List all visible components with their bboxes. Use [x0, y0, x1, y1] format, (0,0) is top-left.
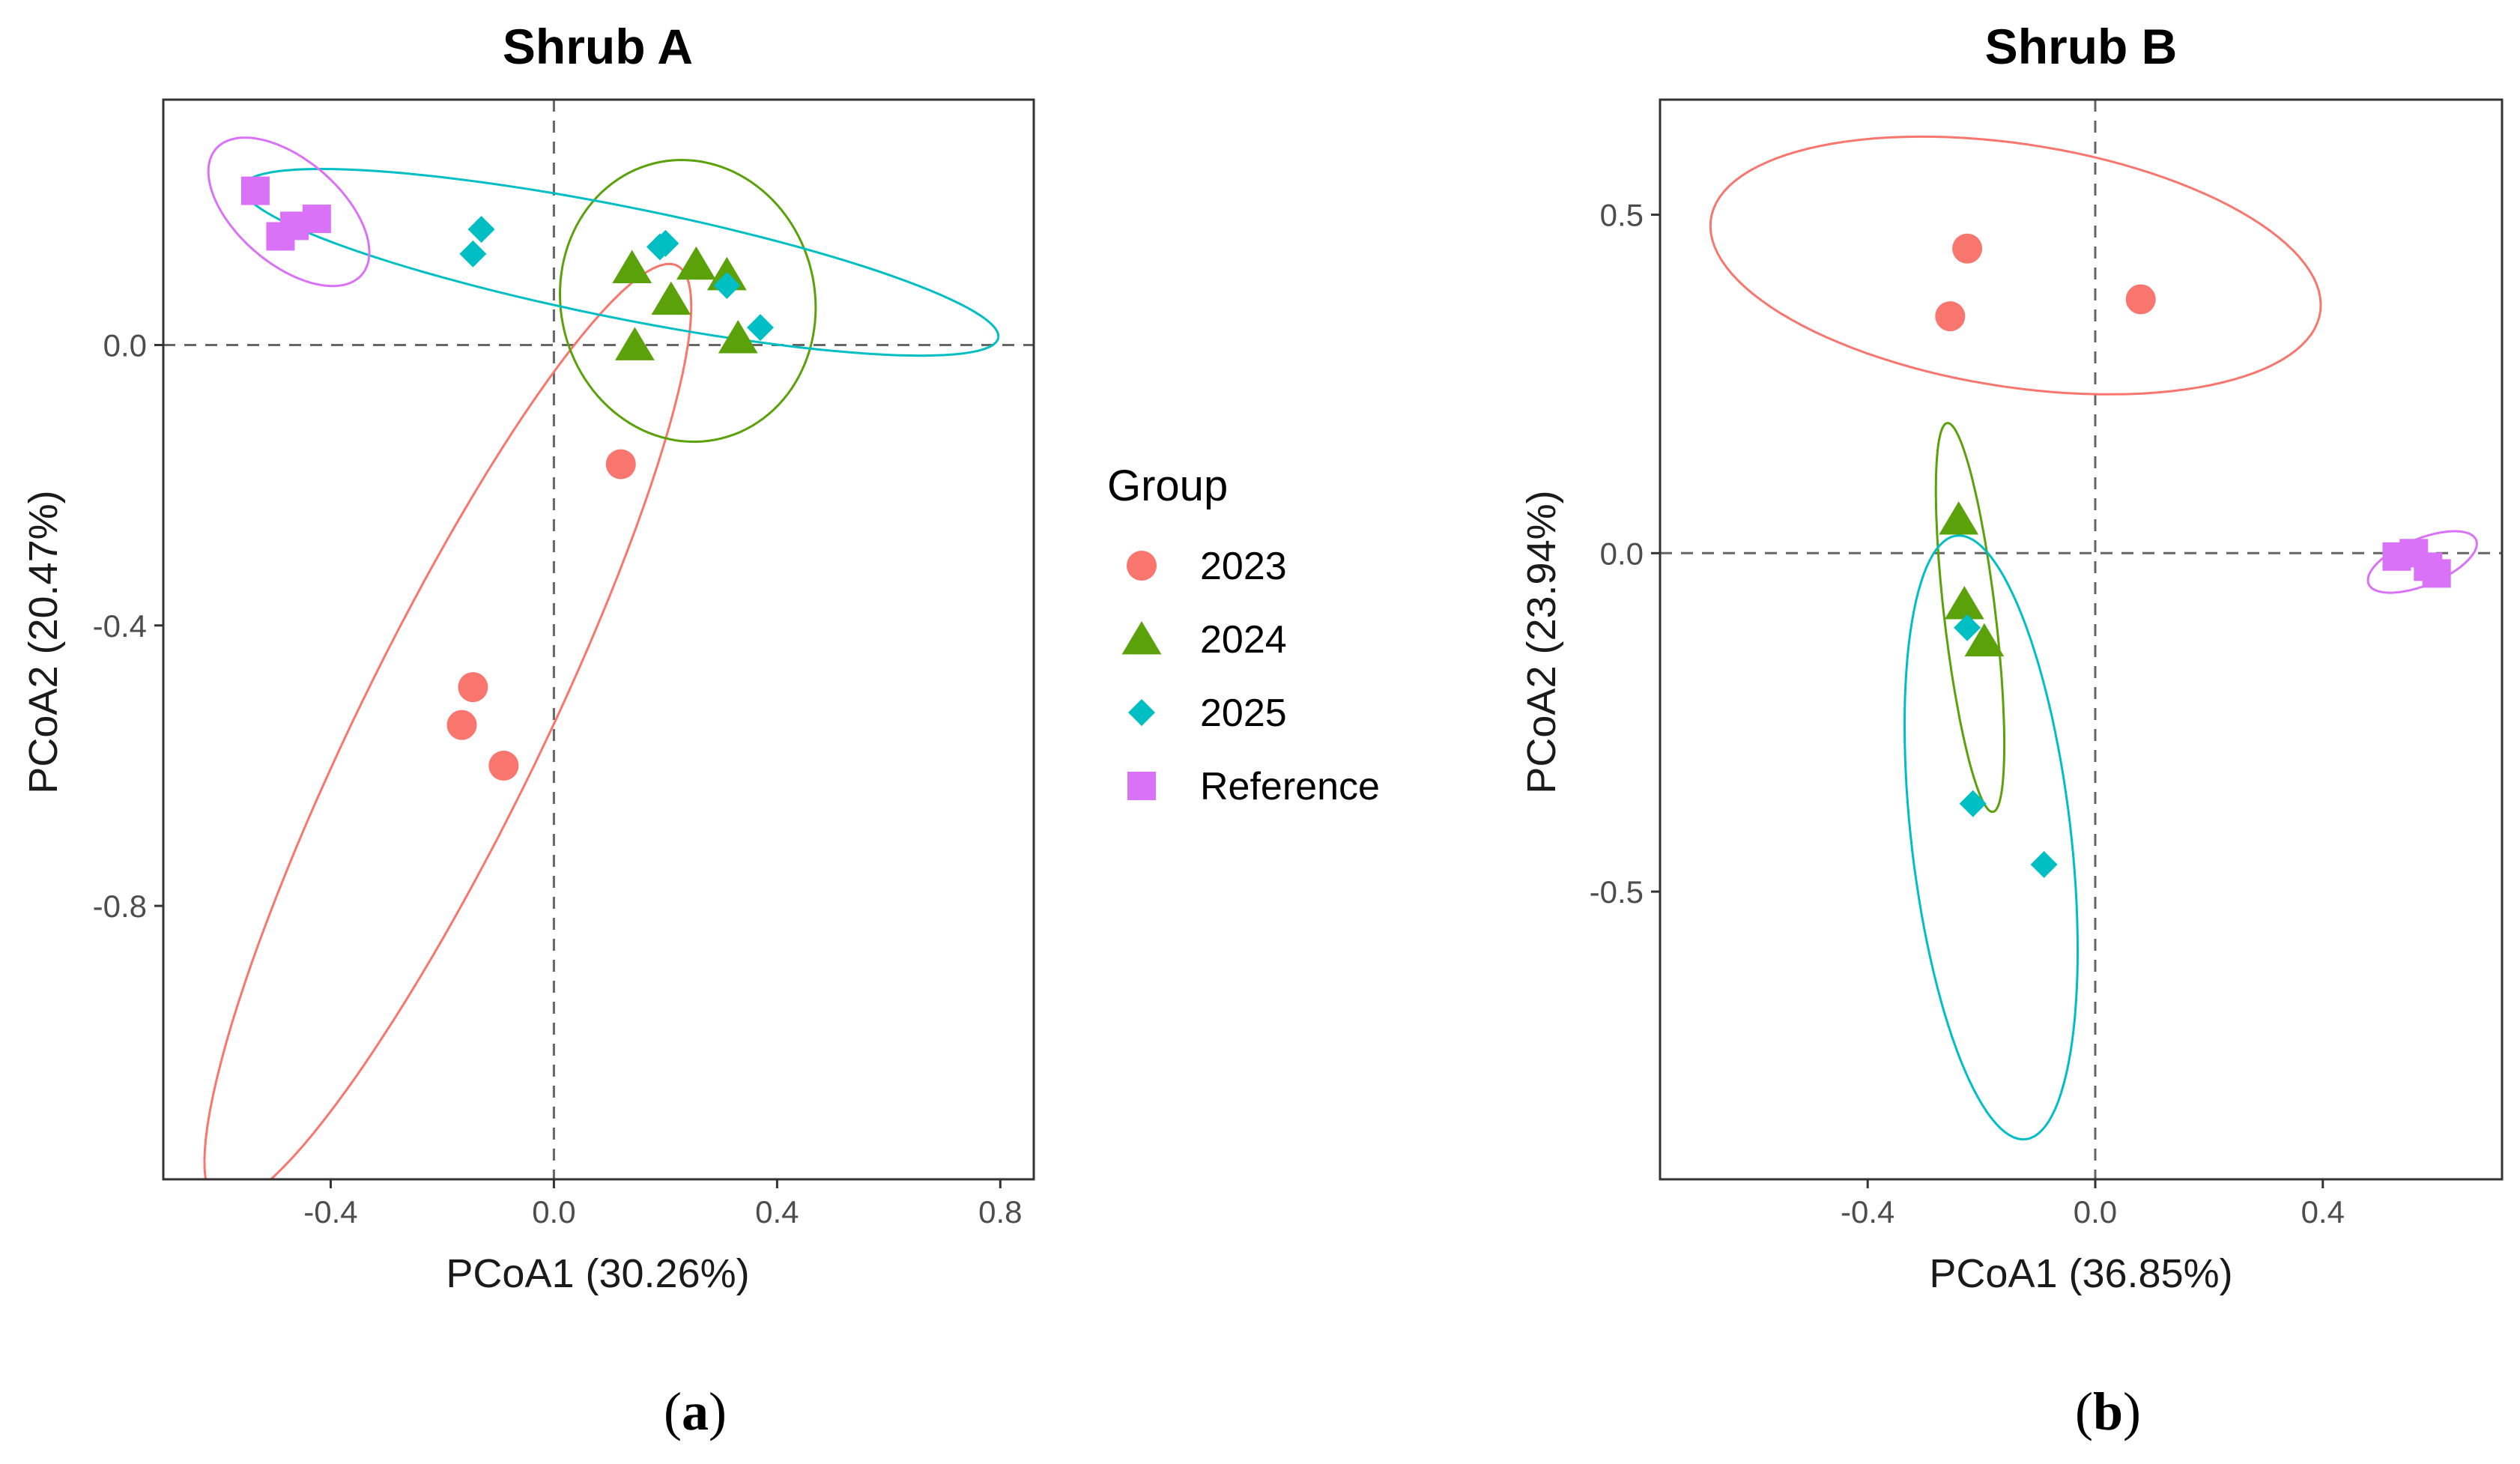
panel-title: Shrub A — [503, 19, 693, 74]
legend-label: 2025 — [1200, 692, 1287, 735]
legend-key-reference — [1127, 772, 1156, 800]
data-point-2024 — [676, 246, 716, 280]
x-tick-label: 0.0 — [2074, 1194, 2117, 1229]
plot-content — [1709, 135, 2478, 1141]
confidence-ellipse-2025 — [242, 167, 1000, 357]
plot-area: -0.4 0.0 0.4 0.8 -0.8 -0.4 0.0 — [93, 98, 1035, 1229]
panel-caption: (a) — [664, 1382, 727, 1442]
x-axis-title: PCoA1 (36.85%) — [1929, 1251, 2232, 1296]
confidence-ellipse-reference — [2366, 530, 2478, 594]
legend-label: 2023 — [1200, 545, 1287, 588]
confidence-ellipse-2024 — [558, 158, 817, 444]
confidence-ellipse-reference — [207, 136, 371, 288]
y-tick-label: 0.0 — [103, 328, 147, 363]
data-point-2025 — [646, 233, 673, 261]
y-axis-title: PCoA2 (20.47%) — [21, 490, 66, 793]
x-tick-label: 0.8 — [978, 1194, 1022, 1229]
y-tick-label: 0.5 — [1600, 198, 1644, 233]
x-tick-label: 0.0 — [532, 1194, 575, 1229]
panel-caption: (b) — [2075, 1382, 2141, 1442]
legend-key-2024 — [1121, 621, 1162, 655]
plot-content — [203, 136, 1000, 1179]
data-point-2023 — [1935, 301, 1966, 332]
data-point-2024 — [1964, 623, 2005, 657]
data-point-2025 — [1954, 614, 1981, 641]
data-point-2024 — [615, 327, 655, 360]
data-point-2024 — [612, 249, 652, 283]
data-point-2023 — [1952, 233, 1983, 264]
data-point-2023 — [2125, 284, 2156, 315]
legend-item-2025: 2025 — [1128, 692, 1287, 735]
data-point-2024 — [718, 320, 758, 354]
panel-shrub-a: Shrub A -0.4 0.0 0.4 0.8 -0.8 -0.4 0.0 PCoA1 (… — [21, 19, 1035, 1442]
data-point-reference — [280, 211, 309, 241]
data-point-2025 — [747, 314, 775, 342]
y-tick-label: -0.8 — [93, 889, 147, 924]
confidence-ellipse-2023 — [203, 262, 693, 1179]
y-tick-label: -0.4 — [93, 608, 147, 644]
data-point-2025 — [713, 271, 741, 299]
confidence-ellipse-2025 — [1903, 534, 2080, 1141]
legend-key-2025 — [1128, 699, 1155, 726]
x-tick-label: -0.4 — [303, 1194, 357, 1229]
data-point-2025 — [467, 216, 495, 244]
panel-title: Shrub B — [1985, 19, 2178, 74]
data-point-reference — [2422, 559, 2451, 588]
legend-items: 2023 2024 2025 Reference — [1121, 545, 1380, 808]
x-tick-label: 0.4 — [2301, 1194, 2345, 1229]
legend-title: Group — [1107, 462, 1228, 510]
legend-key-2023 — [1127, 551, 1157, 581]
data-point-2025 — [2030, 850, 2058, 878]
legend: Group 2023 2024 2025 Reference — [1107, 462, 1380, 808]
legend-label: 2024 — [1200, 618, 1287, 662]
confidence-ellipse-2023 — [1709, 135, 2322, 396]
y-tick-label: -0.5 — [1590, 874, 1644, 910]
data-point-2023 — [605, 449, 636, 480]
x-tick-label: 0.4 — [755, 1194, 799, 1229]
y-tick-label: 0.0 — [1600, 536, 1644, 571]
panel-shrub-b: Shrub B -0.4 0.0 0.4 -0.5 0.0 0.5 PCoA1 (36.8… — [1519, 19, 2504, 1442]
caption-letter: a — [682, 1382, 709, 1442]
legend-label: Reference — [1200, 765, 1380, 808]
x-tick-label: -0.4 — [1841, 1194, 1894, 1229]
plot-frame — [162, 98, 1035, 1181]
y-axis-title: PCoA2 (23.94%) — [1519, 490, 1564, 793]
data-point-2023 — [458, 672, 488, 703]
legend-item-2024: 2024 — [1121, 618, 1287, 662]
legend-item-reference: Reference — [1127, 765, 1380, 808]
data-point-2025 — [459, 240, 487, 267]
data-point-2023 — [446, 710, 477, 740]
data-point-2025 — [1959, 790, 1987, 817]
caption-letter: b — [2093, 1382, 2123, 1442]
data-point-reference — [240, 176, 270, 205]
data-point-2024 — [1939, 501, 1979, 535]
plot-area: -0.4 0.0 0.4 -0.5 0.0 0.5 — [1590, 98, 2504, 1229]
data-point-2024 — [1944, 586, 1984, 620]
data-point-2024 — [651, 281, 691, 315]
data-point-2023 — [488, 750, 519, 781]
x-axis-title: PCoA1 (30.26%) — [446, 1251, 749, 1296]
plot-frame — [1659, 98, 2504, 1181]
legend-item-2023: 2023 — [1127, 545, 1287, 588]
confidence-ellipse-2024 — [1934, 422, 2006, 814]
